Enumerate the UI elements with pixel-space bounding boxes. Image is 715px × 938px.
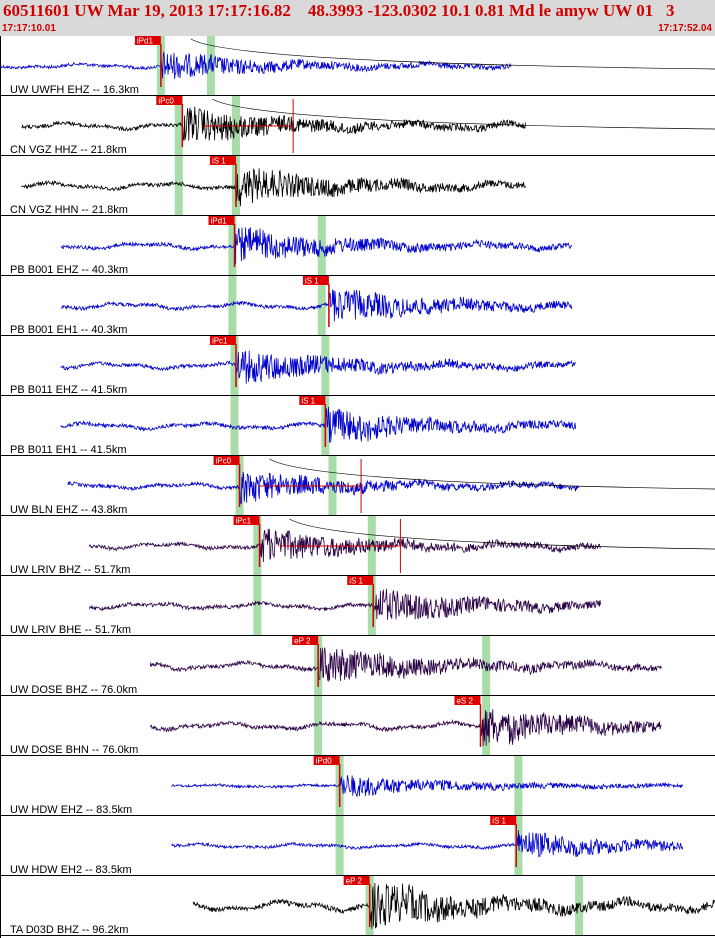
station-label: UW BLN EHZ -- 43.8km [10, 504, 127, 516]
station-label: UW LRIV BHZ -- 51.7km [10, 564, 130, 576]
end-time: 17:17:52.04 [658, 23, 712, 34]
trace-row: iPd1 UW UWFH EHZ -- 16.3km [0, 36, 715, 96]
event-title: 60511601 UW Mar 19, 2013 17:17:16.82 48.… [3, 1, 675, 20]
pick-label-box [209, 156, 236, 165]
pick-label: iPd1 [211, 217, 228, 226]
waveform [0, 51, 512, 80]
pick-label: eP 2 [294, 637, 311, 646]
seismogram-panel: iPd1 UW UWFH EHZ -- 16.3km iPc0 CN VGZ HHZ … [0, 36, 715, 938]
waveform [192, 882, 715, 929]
pick-label: iPd1 [137, 37, 154, 46]
coda-decay-curve [289, 518, 715, 550]
pick-label: iPc1 [236, 517, 252, 526]
arrival-window-bar [575, 876, 584, 936]
trace-row: iPd0 UW HDW EHZ -- 83.5km [0, 756, 715, 816]
pick-label: iPd0 [316, 757, 333, 766]
pick-label-box [343, 876, 370, 885]
pick-label-box [208, 216, 235, 225]
waveform [149, 647, 662, 683]
station-label: CN VGZ HHZ -- 21.8km [10, 144, 127, 156]
pick-label-box [292, 636, 319, 645]
pick-label: iS 1 [305, 277, 319, 286]
pick-label: eP 2 [346, 877, 363, 886]
pick-label-box [299, 396, 326, 405]
pick-label-box [302, 276, 329, 285]
pick-label-box [490, 816, 517, 825]
station-label: TA D03D BHZ -- 96.2km [10, 924, 128, 936]
pick-label-box [156, 96, 183, 105]
pick-label-box [347, 576, 374, 585]
trace-row: iPd1 PB B001 EHZ -- 40.3km [0, 216, 715, 276]
pick-label: iPc1 [212, 337, 228, 346]
arrival-window-bar [367, 576, 376, 636]
arrival-window-bar [174, 156, 183, 216]
waveform [60, 406, 576, 443]
trace-row: eP 2 UW DOSE BHZ -- 76.0km [0, 636, 715, 696]
waveform [171, 775, 684, 798]
arrival-window-bar [174, 96, 183, 156]
waveform [60, 350, 576, 384]
station-label: UW HDW EHZ -- 83.5km [10, 804, 132, 816]
start-time: 17:17:10.01 [2, 23, 56, 34]
pick-label: eS 2 [456, 697, 473, 706]
pick-label: iS 1 [212, 157, 226, 166]
waveform [60, 227, 573, 265]
coda-decay-curve [212, 98, 715, 130]
waveform [67, 471, 580, 505]
pick-label-box [134, 36, 161, 45]
arrival-window-bar [228, 276, 237, 336]
waveform [60, 289, 573, 322]
pick-label: iS 1 [349, 577, 363, 586]
pick-label: iPc0 [158, 97, 174, 106]
pick-label: iPc0 [216, 457, 232, 466]
station-label: UW DOSE BHZ -- 76.0km [10, 684, 137, 696]
station-label: PB B011 EH1 -- 41.5km [10, 444, 127, 456]
waveform [149, 709, 662, 746]
trace-row: iS 1 UW LRIV BHE -- 51.7km [0, 576, 715, 636]
arrival-window-bar [314, 696, 323, 756]
pick-label: iS 1 [301, 397, 315, 406]
pick-label-box [209, 336, 236, 345]
trace-row: iS 1 UW HDW EH2 -- 83.5km [0, 816, 715, 876]
pick-label-box [213, 456, 240, 465]
station-label: UW HDW EH2 -- 83.5km [10, 864, 132, 876]
station-label: UW DOSE BHN -- 76.0km [10, 744, 138, 756]
trace-row: iS 1 PB B011 EH1 -- 41.5km [0, 396, 715, 456]
pick-label-box [313, 756, 340, 765]
trace-row: iPc1 PB B011 EHZ -- 41.5km [0, 336, 715, 396]
trace-row: iPc0 CN VGZ HHZ -- 21.8km [0, 96, 715, 156]
waveform [21, 168, 526, 207]
event-header: 60511601 UW Mar 19, 2013 17:17:16.82 48.… [0, 0, 715, 36]
trace-row: iPc1 UW LRIV BHZ -- 51.7km [0, 516, 715, 576]
trace-row: eS 2 UW DOSE BHN -- 76.0km [0, 696, 715, 756]
arrival-window-bar [321, 336, 330, 396]
arrival-window-bar [230, 396, 239, 456]
trace-row: eP 2 TA D03D BHZ -- 96.2km [0, 876, 715, 936]
trace-row: iPc0 UW BLN EHZ -- 43.8km [0, 456, 715, 516]
trace-row: iS 1 CN VGZ HHN -- 21.8km [0, 156, 715, 216]
arrival-window-bar [206, 36, 215, 96]
station-label: UW LRIV BHE -- 51.7km [10, 624, 131, 636]
station-label: CN VGZ HHN -- 21.8km [10, 204, 128, 216]
arrival-window-bar [230, 336, 239, 396]
waveform [21, 106, 526, 142]
coda-decay-curve [269, 458, 715, 490]
arrival-window-bar [514, 816, 523, 876]
arrival-window-bar [228, 216, 237, 276]
pick-label-box [454, 696, 481, 705]
pick-label: iS 1 [492, 817, 506, 826]
arrival-window-bar [317, 276, 326, 336]
arrival-window-bar [253, 576, 262, 636]
waveform [89, 588, 601, 620]
station-label: PB B001 EH1 -- 40.3km [10, 324, 127, 336]
waveform [171, 830, 684, 858]
waveform [89, 528, 601, 563]
pick-label-box [233, 516, 260, 525]
coda-decay-curve [190, 38, 715, 70]
station-label: PB B011 EHZ -- 41.5km [10, 384, 127, 396]
trace-row: iS 1 PB B001 EH1 -- 40.3km [0, 276, 715, 336]
station-label: UW UWFH EHZ -- 16.3km [10, 84, 139, 96]
arrival-window-bar [317, 216, 326, 276]
station-label: PB B001 EHZ -- 40.3km [10, 264, 128, 276]
